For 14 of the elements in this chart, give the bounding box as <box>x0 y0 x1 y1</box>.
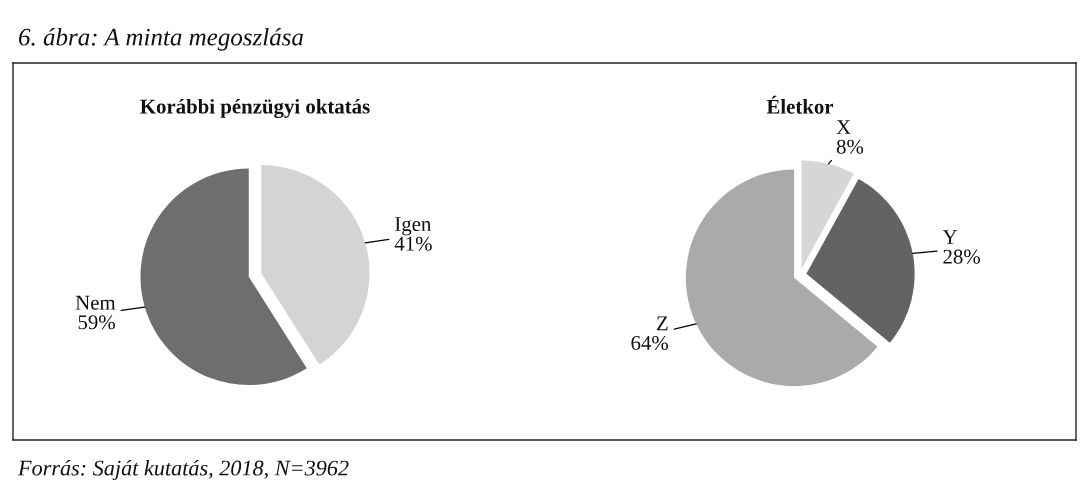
chart-title: Életkor <box>766 95 834 114</box>
text: 6. ábra: A minta megoszlása <box>19 28 303 51</box>
data-label: 8% <box>836 139 864 154</box>
slice-label: Igen <box>395 217 432 236</box>
data-label: 41% <box>394 236 432 251</box>
chart-title: Korábbi pénzügyi oktatás <box>140 98 370 118</box>
slice-label: Z <box>656 316 668 331</box>
data-label: 28% <box>943 249 980 264</box>
data-label: 59% <box>78 315 115 330</box>
slice-label: Nem <box>75 295 116 310</box>
data-label: 64% <box>631 335 669 351</box>
slice-label: Y <box>942 230 958 244</box>
slice-label: X <box>836 120 851 134</box>
text: Forrás: Saját kutatás, 2018, N=3962 <box>17 459 349 481</box>
